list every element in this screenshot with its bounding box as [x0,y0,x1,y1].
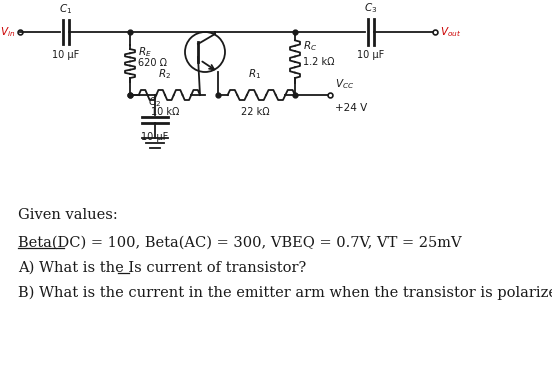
Text: 620 Ω: 620 Ω [138,58,167,68]
Text: 1.2 kΩ: 1.2 kΩ [303,57,335,67]
Text: $R_C$: $R_C$ [303,39,317,53]
Text: A) What is the Is current of transistor?: A) What is the Is current of transistor? [18,261,306,275]
Text: Given values:: Given values: [18,208,118,222]
Text: 22 kΩ: 22 kΩ [241,107,269,117]
Text: $V_{CC}$: $V_{CC}$ [335,77,354,91]
Text: $R_2$: $R_2$ [158,67,172,81]
Text: Beta(DC) = 100, Beta(AC) = 300, VBEQ = 0.7V, VT = 25mV: Beta(DC) = 100, Beta(AC) = 300, VBEQ = 0… [18,236,461,250]
Text: $R_E$: $R_E$ [138,45,152,59]
Text: $C_3$: $C_3$ [364,1,378,15]
Text: B) What is the current in the emitter arm when the transistor is polarized?: B) What is the current in the emitter ar… [18,286,552,300]
Text: $V_{in}$: $V_{in}$ [0,25,15,39]
Text: 10 μF: 10 μF [357,50,385,60]
Text: $C_1$: $C_1$ [60,2,73,16]
Text: +24 V: +24 V [335,103,367,113]
Text: $C_2$: $C_2$ [148,95,162,109]
Text: 10 μF: 10 μF [52,50,79,60]
Text: $R_1$: $R_1$ [248,67,262,81]
Text: 10 kΩ: 10 kΩ [151,107,179,117]
Text: $V_{out}$: $V_{out}$ [440,25,461,39]
Text: 10 μF: 10 μF [141,132,168,142]
